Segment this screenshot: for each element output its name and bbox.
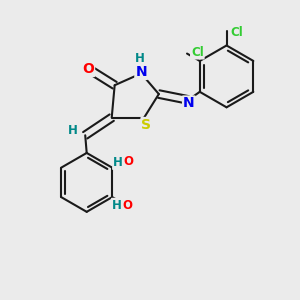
Text: O: O	[123, 199, 133, 212]
Text: N: N	[183, 97, 195, 110]
Text: H: H	[113, 156, 123, 169]
Text: H: H	[135, 52, 145, 64]
Text: H: H	[112, 199, 122, 212]
Text: S: S	[142, 118, 152, 132]
Text: H: H	[68, 124, 78, 137]
Text: Cl: Cl	[191, 46, 204, 59]
Text: O: O	[82, 62, 94, 76]
Text: O: O	[124, 154, 134, 167]
Text: Cl: Cl	[230, 26, 243, 39]
Text: N: N	[135, 65, 147, 79]
